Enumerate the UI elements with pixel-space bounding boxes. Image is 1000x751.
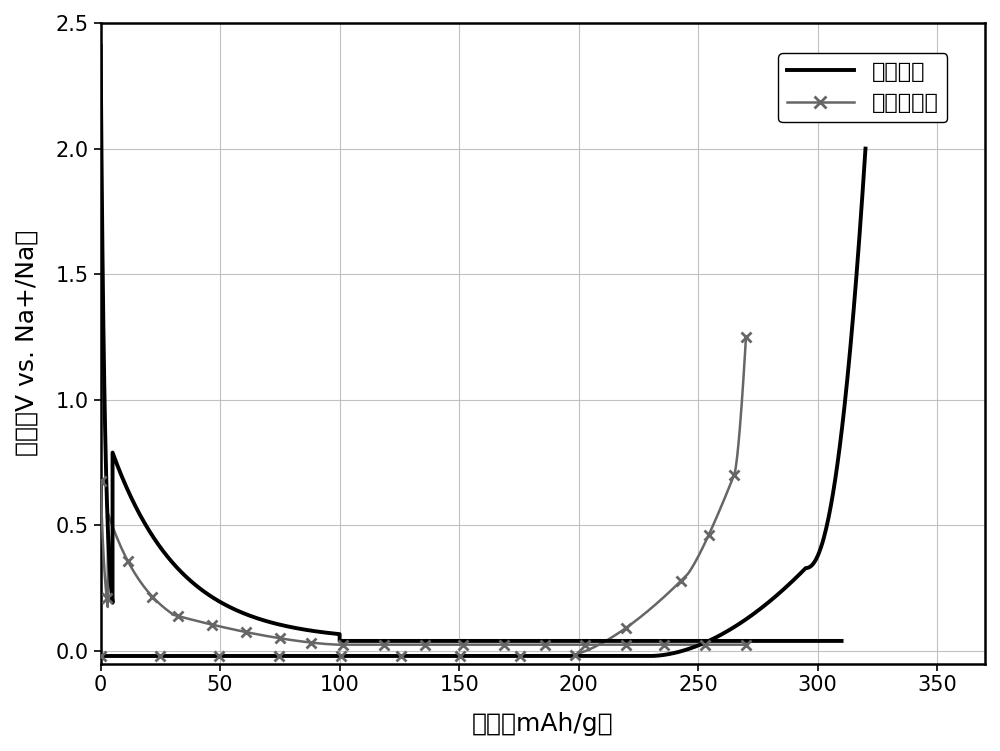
Legend: 改性硬炭, 未改性硬炭: 改性硬炭, 未改性硬炭 — [778, 53, 947, 122]
X-axis label: 容量（mAh/g）: 容量（mAh/g） — [472, 712, 614, 736]
Y-axis label: 电压（V vs. Na+/Na）: 电压（V vs. Na+/Na） — [15, 230, 39, 457]
